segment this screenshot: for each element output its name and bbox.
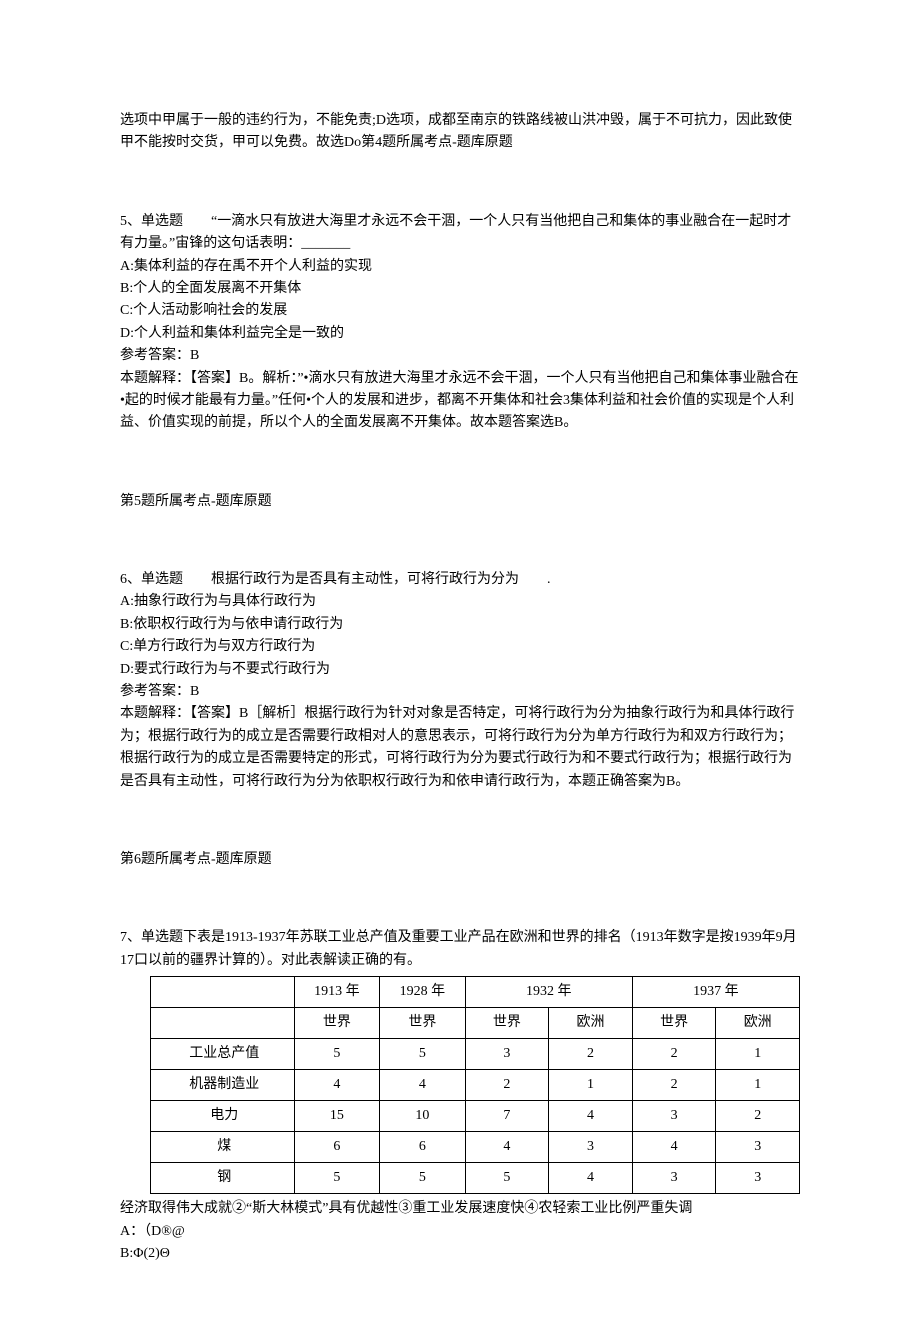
cell: 世界 [294,1008,380,1039]
cell: 1 [549,1070,633,1101]
cell: 煤 [151,1132,295,1163]
cell: 2 [549,1039,633,1070]
q5-option-d: D:个人利益和集体利益完全是一致的 [120,323,800,345]
cell: 3 [632,1101,716,1132]
cell: 1928 年 [380,977,466,1008]
q5-option-c: C:个人活动影响社会的发展 [120,300,800,322]
table-row: 钢 5 5 5 4 3 3 [151,1163,800,1194]
cell: 10 [380,1101,466,1132]
q7-after-text: 经济取得伟大成就②“斯大林模式”具有优越性③重工业发展速度快④农轻索工业比例严重… [120,1198,800,1220]
cell: 电力 [151,1101,295,1132]
q6-answer: 参考答案：B [120,681,800,703]
q5-option-b: B:个人的全面发展离不开集体 [120,278,800,300]
cell: 5 [380,1039,466,1070]
cell: 3 [549,1132,633,1163]
table-row: 机器制造业 4 4 2 1 2 1 [151,1070,800,1101]
cell: 4 [632,1132,716,1163]
cell: 2 [632,1039,716,1070]
cell: 2 [632,1070,716,1101]
table-row: 电力 15 10 7 4 3 2 [151,1101,800,1132]
q7-header: 7、单选题下表是1913-1937年苏联工业总产值及重要工业产品在欧洲和世界的排… [120,927,800,972]
q5-explanation: 本题解释：【答案】B。解析：”•滴水只有放进大海里才永远不会干涸，一个人只有当他… [120,368,800,435]
cell: 世界 [380,1008,466,1039]
cell: 4 [465,1132,549,1163]
cell: 15 [294,1101,380,1132]
cell: 1 [716,1070,800,1101]
cell: 世界 [465,1008,549,1039]
cell [151,977,295,1008]
cell: 2 [716,1101,800,1132]
q6-explanation: 本题解释：【答案】B［解析］根据行政行为针对对象是否特定，可将行政行为分为抽象行… [120,703,800,793]
cell: 1913 年 [294,977,380,1008]
q5-option-a: A:集体利益的存在禹不开个人利益的实现 [120,256,800,278]
table-row: 世界 世界 世界 欧洲 世界 欧洲 [151,1008,800,1039]
cell: 4 [549,1101,633,1132]
q6-option-a: A:抽象行政行为与具体行政行为 [120,591,800,613]
cell [151,1008,295,1039]
cell: 4 [294,1070,380,1101]
q6-option-d: D:要式行政行为与不要式行政行为 [120,659,800,681]
q5-answer: 参考答案：B [120,345,800,367]
cell: 欧洲 [716,1008,800,1039]
cell: 6 [380,1132,466,1163]
cell: 钢 [151,1163,295,1194]
cell: 5 [465,1163,549,1194]
cell: 1932 年 [465,977,632,1008]
cell: 1937 年 [632,977,799,1008]
q6-ref: 第6题所属考点-题库原题 [120,849,800,871]
cell: 3 [716,1163,800,1194]
q7-table: 1913 年 1928 年 1932 年 1937 年 世界 世界 世界 欧洲 … [150,976,800,1194]
cell: 5 [294,1039,380,1070]
table-row: 1913 年 1928 年 1932 年 1937 年 [151,977,800,1008]
cell: 5 [294,1163,380,1194]
cell: 2 [465,1070,549,1101]
cell: 3 [632,1163,716,1194]
table-row: 煤 6 6 4 3 4 3 [151,1132,800,1163]
q6-header: 6、单选题 根据行政行为是否具有主动性，可将行政行为分为 . [120,569,800,591]
q5-ref: 第5题所属考点-题库原题 [120,491,800,513]
table-row: 工业总产值 5 5 3 2 2 1 [151,1039,800,1070]
q6-option-b: B:依职权行政行为与依申请行政行为 [120,614,800,636]
q7-option-b: B:Φ(2)Θ [120,1243,800,1265]
cell: 3 [716,1132,800,1163]
cell: 工业总产值 [151,1039,295,1070]
q6-option-c: C:单方行政行为与双方行政行为 [120,636,800,658]
cell: 1 [716,1039,800,1070]
cell: 4 [380,1070,466,1101]
cell: 5 [380,1163,466,1194]
q5-header: 5、单选题 “一滴水只有放进大海里才永远不会干涸，一个人只有当他把自己和集体的事… [120,211,800,256]
cell: 4 [549,1163,633,1194]
cell: 机器制造业 [151,1070,295,1101]
cell: 欧洲 [549,1008,633,1039]
q7-option-a: A：（D®@ [120,1221,800,1243]
q4-tail-text: 选项中甲属于一般的违约行为，不能免责;D选项，成都至南京的铁路线被山洪冲毁，属于… [120,110,800,155]
cell: 世界 [632,1008,716,1039]
cell: 6 [294,1132,380,1163]
cell: 3 [465,1039,549,1070]
cell: 7 [465,1101,549,1132]
